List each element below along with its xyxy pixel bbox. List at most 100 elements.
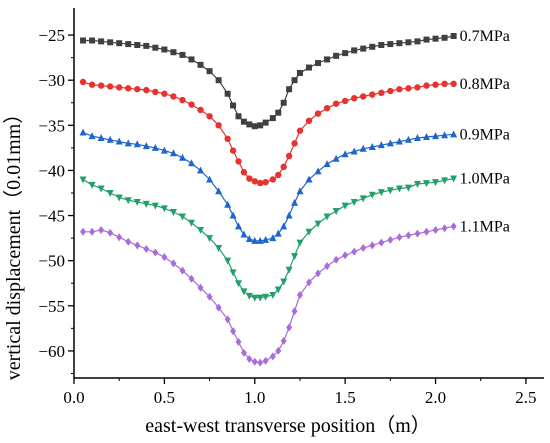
data-point-2-10 xyxy=(169,149,177,157)
data-point-4-26 xyxy=(280,337,287,345)
data-point-3-19 xyxy=(240,288,248,296)
data-point-0-38 xyxy=(378,42,385,48)
series-4 xyxy=(80,222,457,367)
data-point-2-21 xyxy=(251,236,259,244)
data-point-1-41 xyxy=(405,85,412,92)
data-point-2-9 xyxy=(160,146,168,154)
data-point-1-22 xyxy=(256,179,264,187)
data-point-3-5 xyxy=(124,197,132,205)
data-point-0-20 xyxy=(246,121,253,128)
data-point-4-39 xyxy=(387,235,394,244)
data-point-3-43 xyxy=(423,180,430,188)
data-point-4-15 xyxy=(215,303,222,312)
data-point-0-40 xyxy=(396,40,403,47)
y-tick-label-3: −40 xyxy=(38,161,65,180)
data-point-1-16 xyxy=(224,135,231,143)
data-point-3-7 xyxy=(142,200,150,208)
data-point-2-15 xyxy=(215,187,223,195)
data-point-4-23 xyxy=(262,356,269,365)
data-point-2-16 xyxy=(224,200,232,208)
data-point-1-6 xyxy=(134,86,141,93)
data-point-2-0 xyxy=(79,128,87,136)
data-point-3-25 xyxy=(274,286,282,294)
data-point-4-2 xyxy=(98,226,105,234)
data-point-4-21 xyxy=(251,357,258,366)
data-point-0-2 xyxy=(98,38,105,45)
data-point-3-22 xyxy=(256,294,264,302)
data-point-2-43 xyxy=(423,133,430,141)
data-point-2-46 xyxy=(450,130,458,138)
data-point-0-12 xyxy=(188,56,195,63)
data-point-2-18 xyxy=(235,222,242,230)
data-point-1-28 xyxy=(291,140,298,147)
data-point-0-43 xyxy=(423,36,430,43)
data-point-1-10 xyxy=(170,93,177,100)
data-point-2-34 xyxy=(341,150,349,158)
data-point-4-17 xyxy=(230,327,237,336)
data-point-1-35 xyxy=(350,95,358,102)
data-point-0-13 xyxy=(197,61,204,68)
data-point-2-26 xyxy=(280,222,288,230)
data-point-0-45 xyxy=(441,34,448,41)
data-point-1-36 xyxy=(360,93,367,100)
data-point-2-42 xyxy=(413,133,421,141)
data-point-3-24 xyxy=(269,291,277,299)
data-point-0-34 xyxy=(342,50,349,57)
data-point-2-12 xyxy=(188,159,195,167)
axes: 0.0 0.5 1.0 1.5 2.0 2.5 −25 −30 −35 −40 −45 −50 −55 −… xyxy=(38,8,544,407)
data-point-1-27 xyxy=(285,152,293,160)
data-point-0-25 xyxy=(275,109,282,116)
data-point-3-46 xyxy=(450,175,458,183)
data-point-0-32 xyxy=(324,56,331,63)
data-point-4-43 xyxy=(423,227,430,236)
data-point-4-10 xyxy=(170,259,177,268)
data-point-4-46 xyxy=(450,222,457,231)
data-point-3-40 xyxy=(395,185,403,193)
data-point-1-26 xyxy=(280,163,287,171)
data-point-3-8 xyxy=(151,202,159,210)
data-point-2-5 xyxy=(124,139,132,147)
data-point-4-16 xyxy=(224,315,231,324)
data-point-3-41 xyxy=(404,184,412,192)
data-point-2-40 xyxy=(395,137,403,145)
data-point-1-21 xyxy=(251,178,258,185)
data-point-2-3 xyxy=(106,135,114,143)
series-2 xyxy=(79,128,458,244)
data-point-0-9 xyxy=(161,46,168,53)
data-point-3-13 xyxy=(197,227,205,234)
data-point-3-12 xyxy=(188,219,195,227)
data-point-3-45 xyxy=(441,177,449,185)
data-point-0-39 xyxy=(387,41,394,48)
data-point-1-33 xyxy=(332,100,340,107)
data-point-4-31 xyxy=(315,269,322,278)
data-point-2-41 xyxy=(404,135,412,143)
data-point-4-42 xyxy=(414,229,421,238)
data-point-4-33 xyxy=(333,255,340,264)
data-point-2-7 xyxy=(142,142,150,150)
data-point-1-20 xyxy=(246,175,253,182)
series-label-3: 1.0MPa xyxy=(460,171,510,188)
data-point-3-31 xyxy=(314,220,322,228)
series-labels: 0.7MPa 0.8MPa 0.9MPa 1.0MPa 1.1MPa xyxy=(460,28,510,235)
data-point-2-45 xyxy=(441,131,449,139)
x-tick-label-1: 0.5 xyxy=(154,388,175,407)
data-point-3-2 xyxy=(97,185,105,193)
data-point-3-6 xyxy=(133,199,141,207)
series-label-4: 1.1MPa xyxy=(460,218,510,235)
series-label-2: 0.9MPa xyxy=(460,126,510,143)
data-point-3-1 xyxy=(88,181,96,189)
y-tick-label-6: −55 xyxy=(38,297,65,316)
data-point-0-30 xyxy=(306,64,312,71)
series-3 xyxy=(79,175,458,302)
data-point-4-45 xyxy=(441,224,448,233)
data-point-0-27 xyxy=(286,86,293,93)
data-point-2-8 xyxy=(151,143,159,151)
data-point-4-6 xyxy=(134,241,141,250)
data-point-3-27 xyxy=(285,266,293,274)
data-point-1-43 xyxy=(423,82,430,89)
data-point-1-5 xyxy=(125,85,132,92)
x-tick-label-2: 1.0 xyxy=(244,388,265,407)
data-point-3-20 xyxy=(245,292,253,300)
data-point-3-9 xyxy=(160,205,168,213)
